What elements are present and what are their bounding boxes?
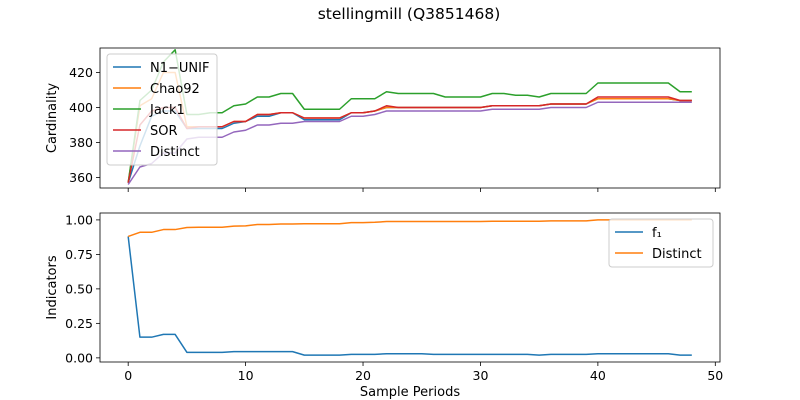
legend-label: SOR [150,124,178,139]
legend-label: Distinct [150,145,200,160]
y-tick-label: 360 [69,170,93,185]
plot-frame [99,212,721,363]
legend-label: Distinct [652,247,702,262]
y-tick-label: 0.00 [65,350,93,365]
x-axis-label: Sample Periods [360,385,460,400]
chart-bottom: 0 10 20 30 40 50 0.00 0.25 0.50 0.75 1.00 Indicator… [45,212,723,400]
x-tick-label: 50 [707,368,723,383]
legend-box [106,53,218,166]
x-tick-label: 30 [473,368,489,383]
y-axis-label: Cardinality [45,83,60,154]
series-line-distinct [127,219,692,238]
series-group [127,49,692,185]
x-tick-label: 0 [124,368,132,383]
y-tick-label: 0.25 [65,316,93,331]
plot-frame [99,47,721,189]
y-tick-label: 1.00 [65,212,93,227]
y-tick-label: 400 [69,100,93,115]
legend-box [608,218,714,268]
legend-label: N1−UNIF [150,61,209,76]
series-group [127,219,692,356]
legend-label: f₁ [652,226,662,241]
y-tick-label: 380 [69,135,93,150]
series-line-jack1 [127,49,692,183]
x-tick-label: 20 [355,368,371,383]
chart-top: 360 380 400 420 Cardinality N1−UNIF Chao92 Jack… [45,47,721,192]
x-tick-label: 10 [238,368,254,383]
figure-title: stellingmill (Q3851468) [318,5,501,23]
legend-label: Chao92 [150,82,200,97]
series-line-sor [127,96,692,183]
y-tick-label: 420 [69,65,93,80]
x-tick-label: 40 [590,368,606,383]
chart-panels: 360380400420CardinalityN1−UNIFChao92Jack… [45,47,723,400]
y-axis-label: Indicators [45,255,60,319]
series-line-distinct [127,101,692,185]
y-tick-label: 0.75 [65,247,93,262]
series-line-f- [127,236,692,356]
y-tick-label: 0.50 [65,281,93,296]
legend: f₁ Distinct [608,218,714,268]
legend: N1−UNIF Chao92 Jack1 SOR Distinct [106,53,218,166]
legend-label: Jack1 [149,103,185,118]
